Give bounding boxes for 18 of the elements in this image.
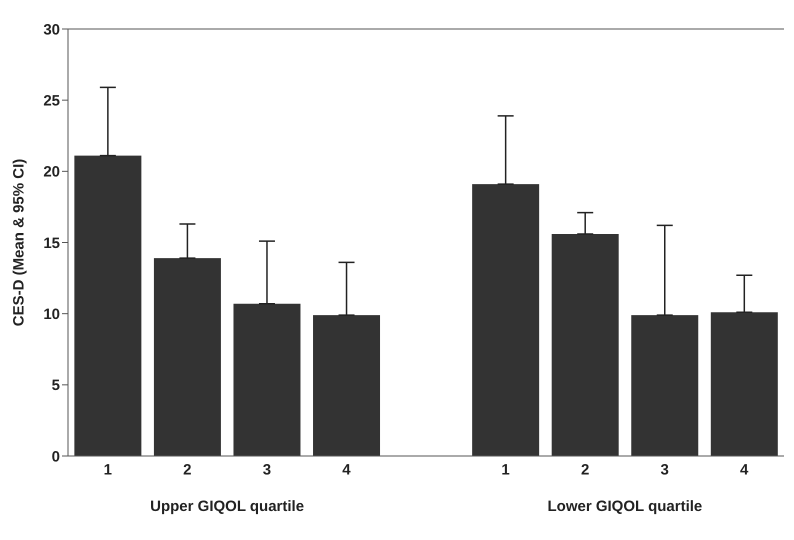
x-tick-label: 3 [660,462,669,479]
y-tick-label: 10 [43,306,60,323]
x-tick-label: 1 [501,462,510,479]
x-tick-label: 4 [740,462,750,479]
text: Upper GIQOL quartile [149,498,306,515]
y-tick-label: 5 [52,377,60,394]
y-tick-label: 0 [52,448,60,466]
x-tick-label: 2 [580,462,590,479]
y-tick-label: 20 [43,164,60,181]
x-tick-label: 3 [262,462,272,479]
y-tick-label: 15 [43,234,60,252]
text: Lower GIQOL quartile [546,498,704,515]
x-tick-label: 2 [183,462,192,479]
y-axis-title: CES-D (Mean & 95% CI) [10,158,28,326]
y-tick-label: 30 [43,21,60,38]
y-tick-label: 25 [43,92,60,110]
x-tick-label: 4 [342,462,352,479]
x-tick-label: 1 [104,462,112,479]
